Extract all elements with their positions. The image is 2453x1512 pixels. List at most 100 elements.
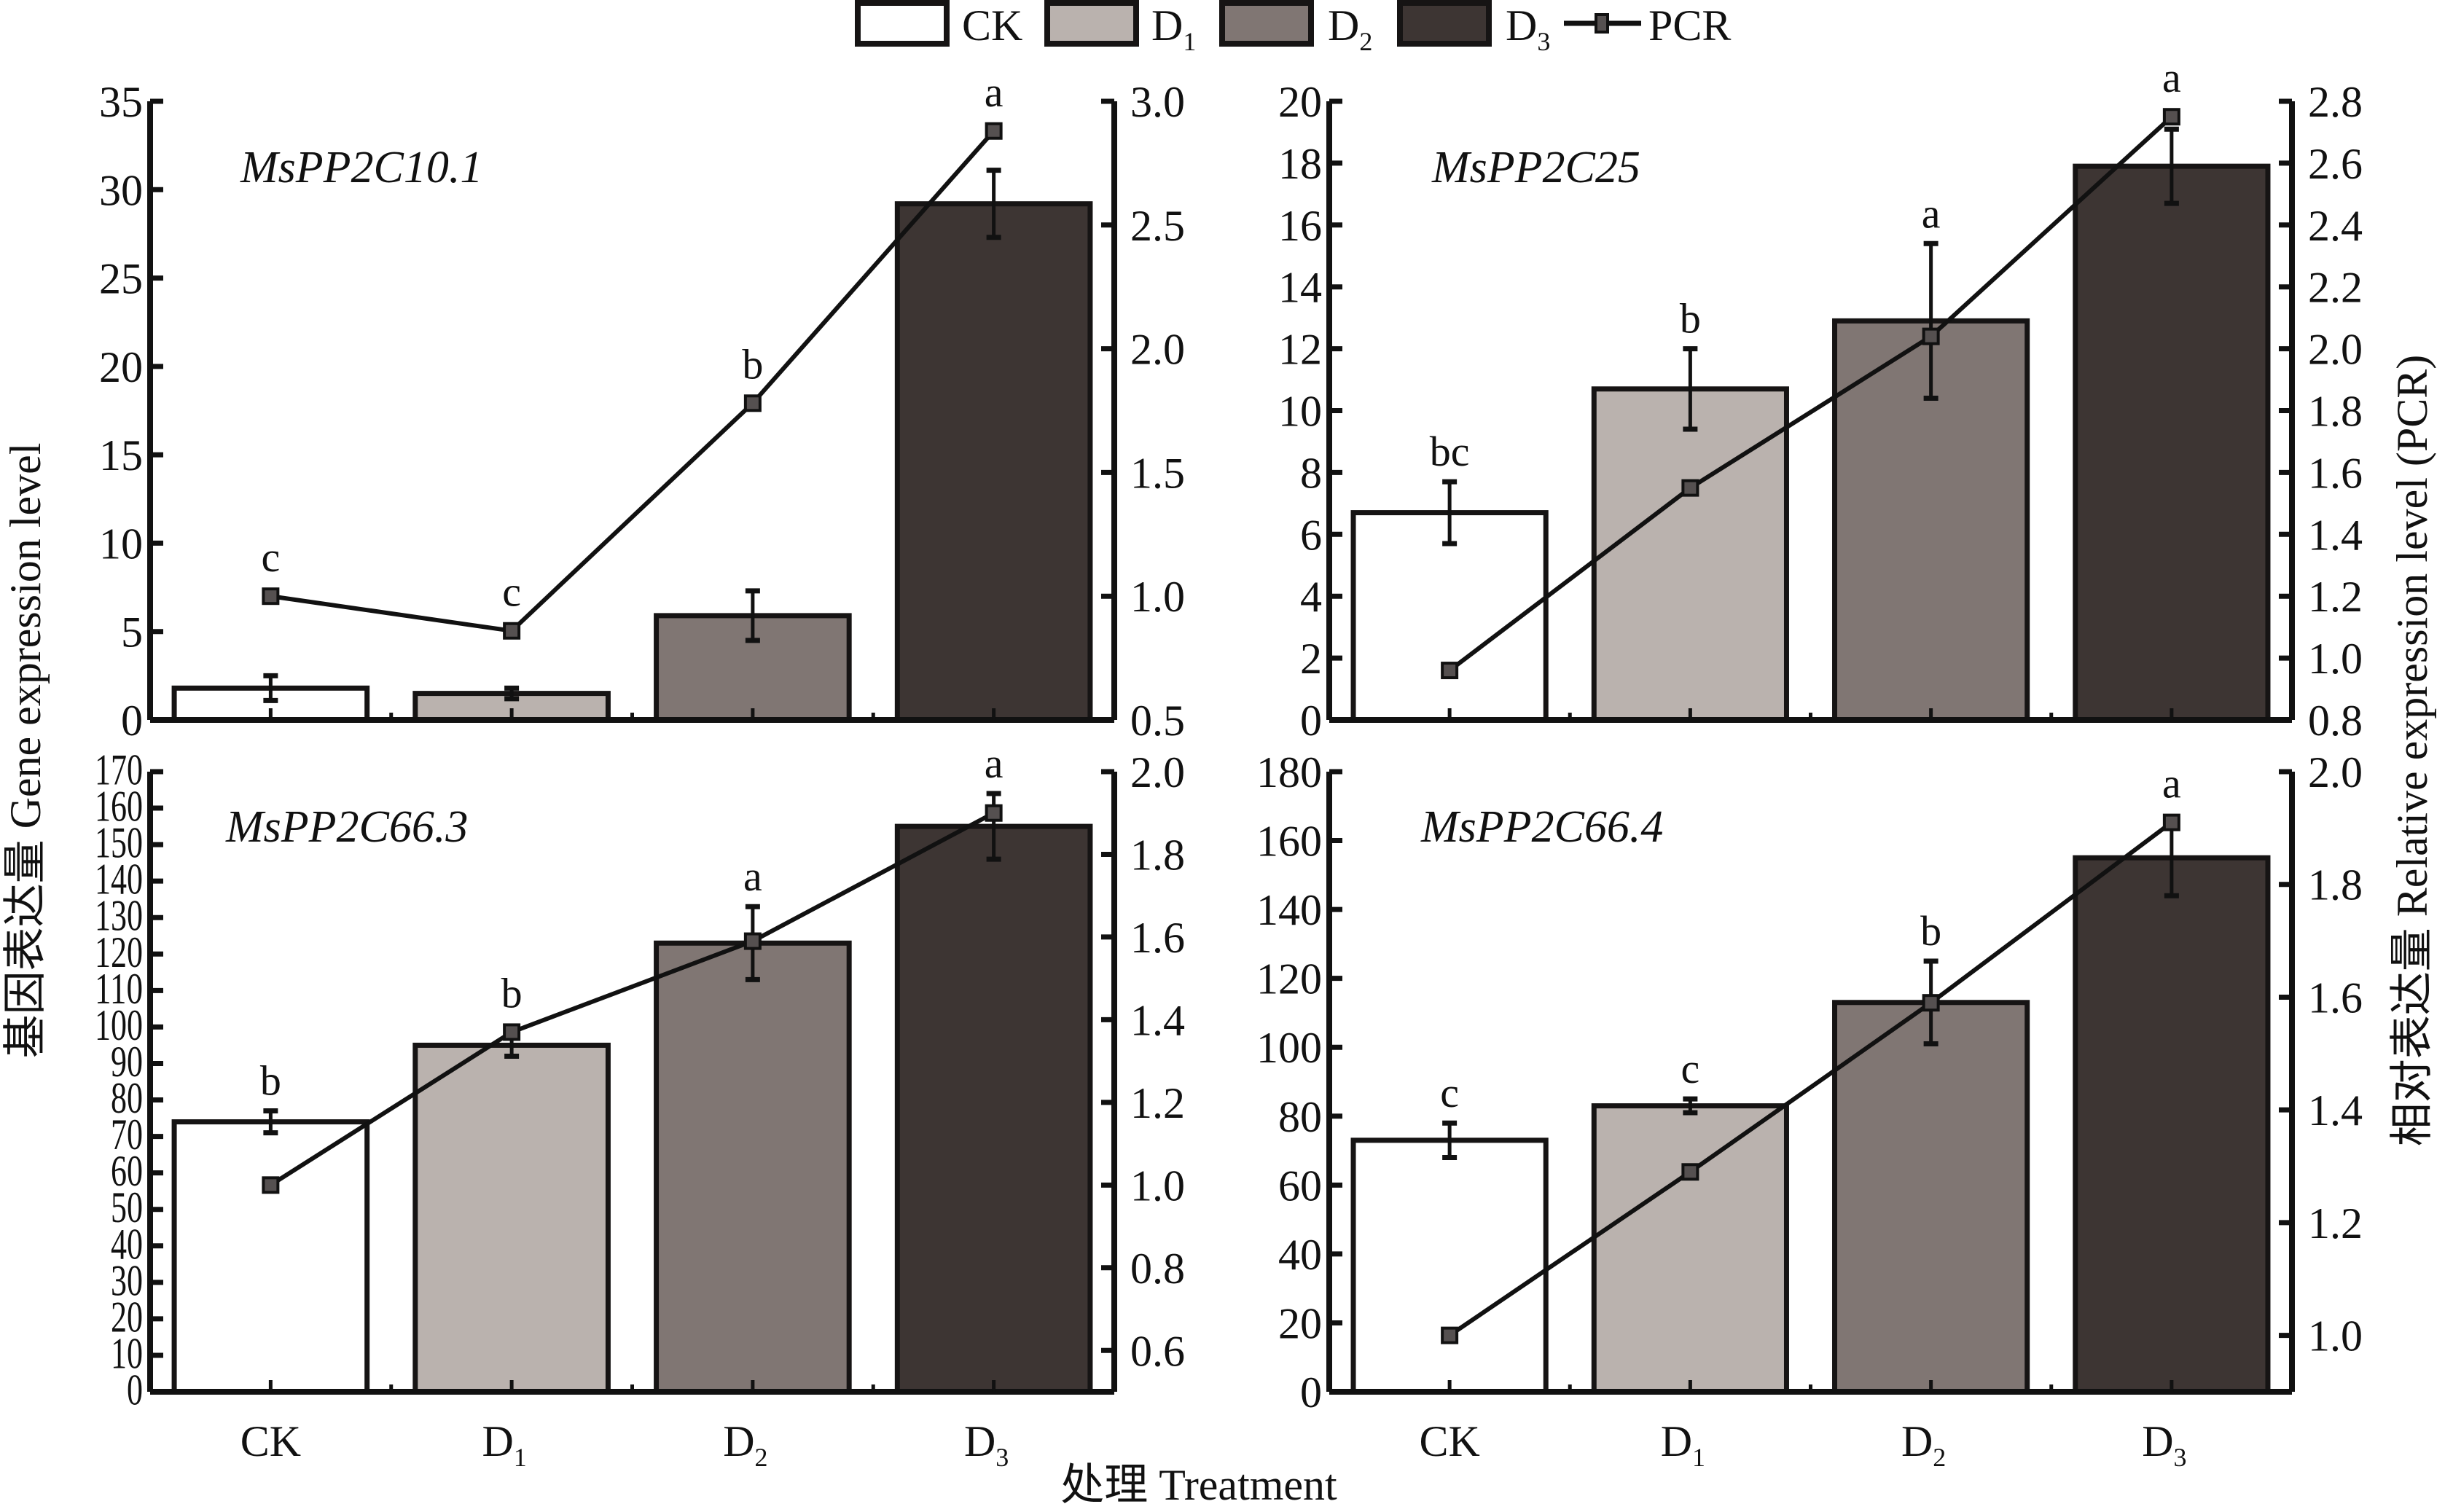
significance-letter: a [985, 740, 1004, 787]
y-left-tick-label: 140 [95, 855, 143, 904]
y-left-tick-label: 170 [95, 746, 143, 794]
y-left-tick-label: 110 [95, 965, 143, 1013]
legend-label-d3-main: D [1506, 1, 1537, 50]
y-left-tick-label: 140 [1256, 886, 1322, 934]
y-left-axis-title: 基因表达量 Gene expression level [1, 443, 50, 1059]
pcr-marker [1441, 1326, 1459, 1344]
y-left-tick-label: 18 [1278, 140, 1322, 188]
y-right-tick-label: 1.4 [1130, 996, 1185, 1044]
legend-label-d1: D1 [1151, 1, 1196, 56]
significance-letter: a [985, 68, 1004, 116]
y-right-tick-label: 1.6 [1130, 914, 1185, 962]
y-right-tick-label: 1.8 [2308, 388, 2363, 436]
x-category-label-main: D [964, 1417, 995, 1465]
y-left-tick-label: 8 [1300, 449, 1322, 497]
x-category-label-sub: 3 [2174, 1443, 2187, 1472]
y-left-tick-label: 16 [1278, 202, 1322, 250]
y-right-tick-label: 2.5 [1130, 202, 1185, 250]
x-category-label: D1 [482, 1417, 526, 1472]
pcr-marker [985, 122, 1003, 140]
legend-label-d2: D2 [1328, 1, 1372, 56]
panel-title: MsPP2C10.1 [240, 143, 482, 192]
x-category-label: D2 [1901, 1417, 1946, 1472]
y-right-tick-label: 0.6 [1130, 1327, 1185, 1375]
legend-label-d1-sub: 1 [1183, 27, 1196, 56]
x-category-label: D3 [964, 1417, 1009, 1472]
legend-label-d3-sub: 3 [1537, 27, 1550, 56]
y-left-tick-label: 20 [111, 1293, 143, 1341]
significance-letter: c [262, 533, 281, 581]
error-bar [745, 588, 760, 643]
y-right-tick-label: 1.2 [2308, 1199, 2363, 1247]
x-category-label: D3 [2142, 1417, 2186, 1472]
pcr-line [270, 129, 995, 633]
legend-swatch-d3 [1397, 0, 1492, 47]
bar-D2 [1832, 1000, 2030, 1395]
panel-title: MsPP2C25 [1431, 143, 1640, 192]
pcr-marker [503, 1023, 521, 1041]
legend-label-ck: CK [962, 1, 1022, 50]
y-right-tick-label: 1.0 [2308, 1312, 2363, 1360]
error-bar [1683, 1096, 1698, 1116]
y-left-tick-label: 130 [95, 892, 143, 940]
y-right-tick-label: 2.8 [2308, 78, 2363, 126]
y-left-tick-label: 0 [1300, 697, 1322, 745]
x-category-label-main: D [1901, 1417, 1933, 1465]
bar-D3 [2073, 855, 2271, 1395]
y-left-tick-label: 0 [1300, 1368, 1322, 1417]
significance-letter: c [1681, 1045, 1700, 1092]
y-left-tick-label: 35 [99, 78, 143, 126]
significance-letter: b [501, 969, 523, 1017]
bar-D1 [412, 1042, 611, 1395]
pcr-marker [503, 622, 521, 640]
legend-swatch-ck [855, 0, 950, 47]
y-left-tick-label: 12 [1278, 326, 1322, 374]
pcr-marker [262, 587, 280, 606]
x-category-label: CK [240, 1417, 301, 1465]
bar-D3 [2073, 163, 2271, 723]
y-left-tick-label: 150 [95, 819, 143, 867]
x-category-label-sub: 2 [1933, 1443, 1946, 1472]
pcr-marker [1922, 994, 1940, 1012]
y-left-tick-label: 180 [1256, 748, 1322, 796]
x-category-label-sub: 3 [995, 1443, 1009, 1472]
error-bar [2164, 126, 2179, 206]
y-right-tick-label: 2.0 [2308, 326, 2363, 374]
error-bar [504, 685, 520, 702]
significance-letter: b [260, 1057, 281, 1105]
y-left-tick-label: 80 [111, 1074, 143, 1122]
panels: ccba051015202530350.51.01.52.02.53.0MsPP… [95, 54, 2363, 1472]
significance-letter: a [743, 853, 762, 900]
x-category-label-sub: 1 [514, 1443, 527, 1472]
y-right-tick-label: 1.2 [1130, 1079, 1185, 1127]
y-left-tick-label: 120 [1256, 955, 1322, 1003]
y-right-tick-label: 1.4 [2308, 1086, 2363, 1135]
y-right-tick-label: 1.8 [1130, 831, 1185, 879]
y-right-tick-label: 2.4 [2308, 202, 2363, 250]
y-left-tick-label: 10 [111, 1329, 143, 1377]
x-category-label: D1 [1661, 1417, 1705, 1472]
y-left-tick-label: 80 [1278, 1093, 1322, 1141]
pcr-marker [1681, 479, 1699, 497]
x-category-label-main: D [2142, 1417, 2173, 1465]
y-left-tick-label: 40 [111, 1220, 143, 1268]
pcr-marker [2162, 813, 2180, 831]
bar-D3 [894, 201, 1093, 723]
significance-letter: c [502, 568, 521, 616]
y-right-tick-label: 1.8 [2308, 861, 2363, 909]
x-category-label-sub: 1 [1692, 1443, 1705, 1472]
bar-D2 [654, 940, 852, 1395]
y-right-tick-label: 2.2 [2308, 264, 2363, 312]
error-bar [986, 168, 1001, 240]
y-left-tick-label: 25 [99, 255, 143, 303]
bar-D1 [1591, 1103, 1789, 1395]
y-right-tick-label: 2.0 [2308, 748, 2363, 796]
y-left-tick-label: 2 [1300, 635, 1322, 683]
pcr-marker [1441, 662, 1459, 680]
y-right-tick-label: 1.6 [2308, 974, 2363, 1022]
y-left-tick-label: 160 [95, 783, 143, 831]
legend-label-d2-main: D [1328, 1, 1359, 50]
y-left-tick-label: 60 [1278, 1162, 1322, 1210]
y-left-tick-label: 15 [99, 431, 143, 479]
